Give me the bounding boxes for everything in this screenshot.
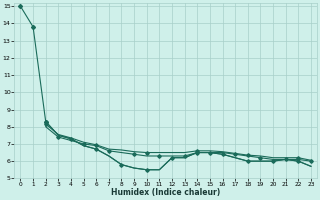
X-axis label: Humidex (Indice chaleur): Humidex (Indice chaleur) [111, 188, 220, 197]
